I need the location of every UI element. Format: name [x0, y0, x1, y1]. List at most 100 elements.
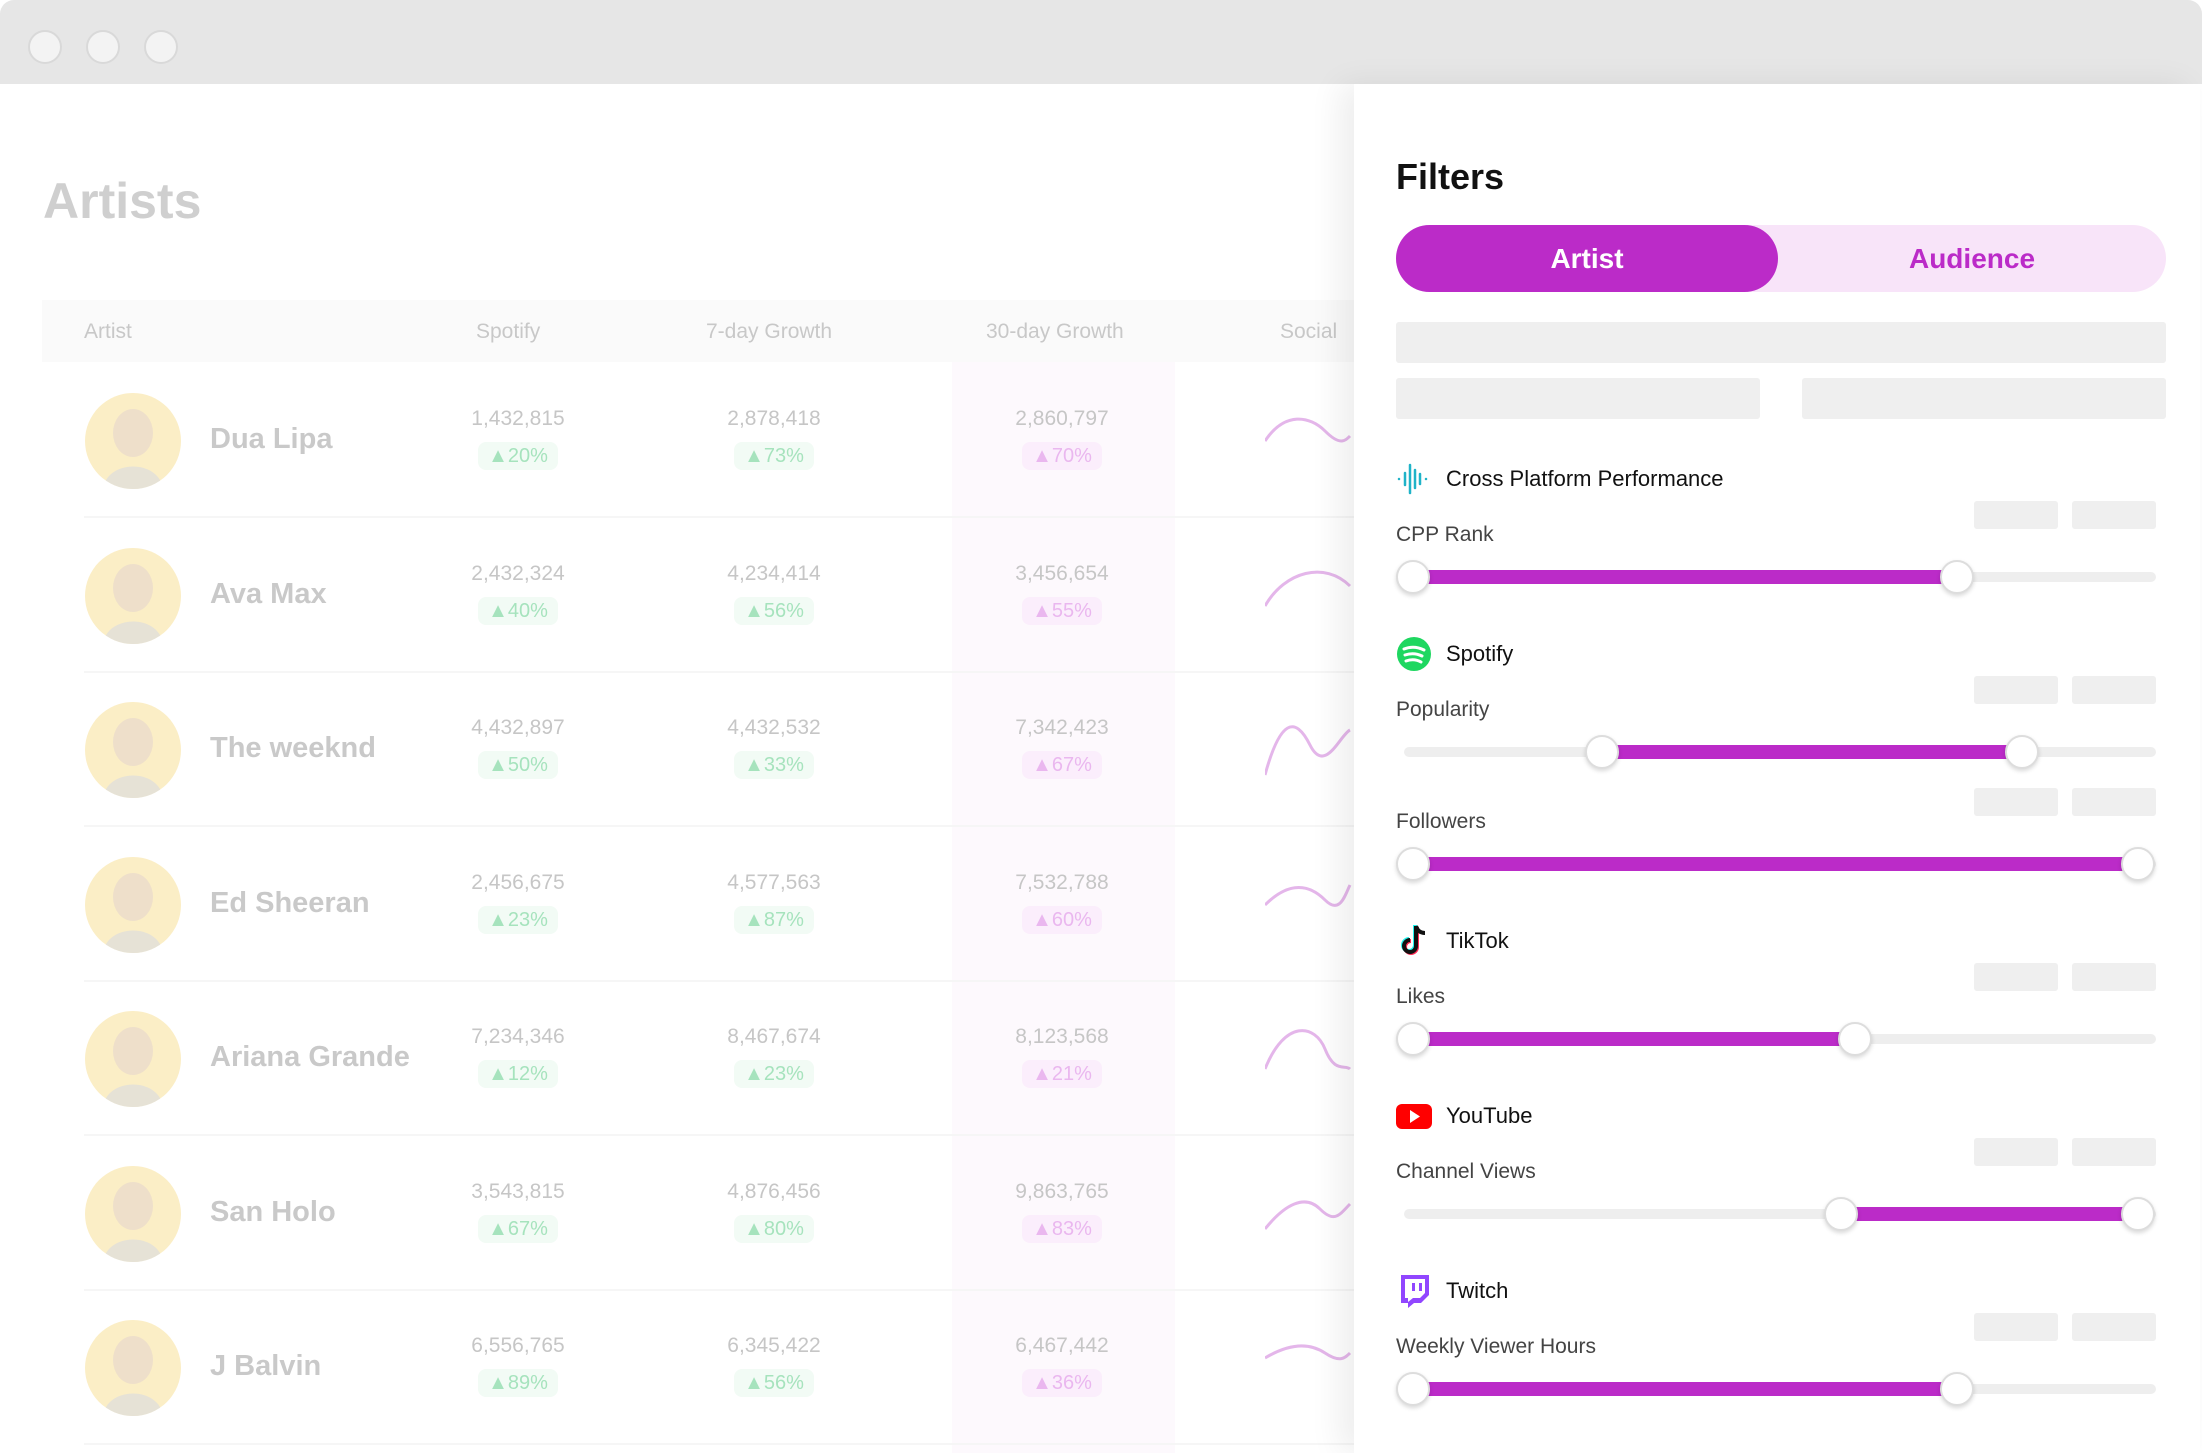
twitch-icon: [1396, 1273, 1432, 1309]
artist-name[interactable]: San Holo: [210, 1195, 336, 1228]
artist-name[interactable]: The weeknd: [210, 732, 376, 764]
slider-min-handle[interactable]: [1396, 1022, 1430, 1056]
social-sparkline: [1265, 1344, 1352, 1361]
window-minimize-button[interactable]: [86, 30, 120, 64]
slider-min-handle[interactable]: [1396, 1372, 1430, 1406]
col-30day-growth[interactable]: 30-day Growth: [986, 320, 1124, 343]
artist-name[interactable]: Ariana Grande: [210, 1041, 410, 1073]
table-row[interactable]: [84, 982, 1354, 1136]
artist-name[interactable]: Ava Max: [210, 577, 327, 610]
d30-growth-badge: ▲60%: [1022, 905, 1102, 934]
min-value-input[interactable]: [1974, 501, 2058, 529]
d7-growth-wrap: ▲80%: [674, 1214, 874, 1243]
d7-value: 6,345,422: [727, 1334, 821, 1357]
col-artist[interactable]: Artist: [84, 320, 132, 343]
range-slider-track[interactable]: [1404, 1207, 2156, 1221]
d7-value: 8,467,674: [727, 1025, 821, 1048]
search-input[interactable]: [1396, 322, 2166, 363]
avatar: [85, 702, 181, 798]
spotify-value: 2,456,675: [471, 870, 565, 894]
spotify-growth-wrap: ▲67%: [418, 1214, 618, 1243]
range-slider-fill: [1413, 1032, 1856, 1046]
slider-min-handle[interactable]: [1396, 560, 1430, 594]
min-value-input[interactable]: [1974, 788, 2058, 816]
artist-name[interactable]: Dua Lipa: [210, 423, 333, 455]
d30-growth-wrap: ▲55%: [962, 596, 1162, 625]
min-value-input[interactable]: [1974, 963, 2058, 991]
slider-max-handle[interactable]: [1838, 1022, 1873, 1056]
min-value-input[interactable]: [1974, 1138, 2058, 1166]
d30-growth-badge: ▲83%: [1022, 1214, 1102, 1243]
col-spotify[interactable]: Spotify: [476, 320, 541, 343]
section-title: YouTube: [1446, 1103, 1533, 1128]
slider-max-handle[interactable]: [1939, 560, 1974, 594]
max-value-input[interactable]: [2072, 963, 2156, 991]
spotify-growth-wrap: ▲20%: [418, 442, 618, 470]
slider-min-handle[interactable]: [1584, 735, 1619, 769]
filter-select-1[interactable]: [1396, 378, 1760, 419]
spotify-growth-badge: ▲40%: [478, 596, 558, 625]
d30-growth-badge: ▲55%: [1022, 596, 1102, 625]
window-close-button[interactable]: [28, 30, 62, 64]
tiktok-icon: [1396, 923, 1432, 959]
filter-type-toggle: Artist Audience: [1396, 225, 2166, 292]
social-sparkline: [1265, 883, 1352, 907]
d30-growth-badge: ▲70%: [1022, 442, 1102, 470]
youtube-icon: [1396, 1098, 1432, 1134]
table-row[interactable]: [84, 828, 1354, 982]
d7-value: 4,432,532: [727, 716, 821, 739]
slider-max-handle[interactable]: [2121, 847, 2155, 881]
slider-max-handle[interactable]: [1939, 1372, 1974, 1406]
range-slider-track[interactable]: [1404, 745, 2156, 759]
page-title: Artists: [43, 173, 202, 229]
filter-select-2[interactable]: [1802, 378, 2166, 419]
col-7day-growth[interactable]: 7-day Growth: [706, 320, 833, 343]
d30-growth-badge: ▲21%: [1022, 1060, 1102, 1088]
spotify-growth-badge: ▲50%: [478, 751, 558, 779]
slider-max-handle[interactable]: [2121, 1197, 2155, 1231]
spotify-value: 6,556,765: [471, 1334, 565, 1357]
filters-title: Filters: [1396, 156, 1505, 197]
table-row[interactable]: [84, 673, 1354, 827]
d30-value: 2,860,797: [1015, 407, 1109, 430]
avatar: [85, 1165, 181, 1262]
artist-name[interactable]: Ed Sheeran: [210, 886, 370, 919]
spotify-growth-badge: ▲23%: [478, 905, 558, 934]
col-social[interactable]: Social: [1280, 320, 1338, 343]
table-row[interactable]: [84, 519, 1354, 673]
social-sparkline: [1265, 1199, 1352, 1230]
filters-panel: [1354, 84, 2200, 1453]
max-value-input[interactable]: [2072, 676, 2156, 704]
max-value-input[interactable]: [2072, 1138, 2156, 1166]
max-value-input[interactable]: [2072, 501, 2156, 529]
range-slider-track[interactable]: [1404, 857, 2156, 871]
d30-value: 9,863,765: [1015, 1179, 1109, 1203]
d7-value: 4,234,414: [727, 561, 821, 585]
slider-max-handle[interactable]: [2005, 735, 2039, 769]
table-row[interactable]: [84, 1137, 1354, 1291]
window-maximize-button[interactable]: [144, 30, 178, 64]
max-value-input[interactable]: [2072, 1313, 2156, 1341]
min-value-input[interactable]: [1974, 1313, 2058, 1341]
d7-value: 2,878,418: [727, 407, 821, 430]
range-slider-track[interactable]: [1404, 1032, 2156, 1046]
range-slider-fill: [1601, 745, 2022, 759]
max-value-input[interactable]: [2072, 788, 2156, 816]
spotify-growth-badge: ▲67%: [478, 1214, 558, 1243]
table-row[interactable]: [84, 1291, 1354, 1445]
range-slider-track[interactable]: [1404, 570, 2156, 584]
d7-value: 4,876,456: [727, 1179, 821, 1203]
slider-label: Likes: [1396, 985, 1446, 1008]
tab-artist[interactable]: Artist: [1396, 225, 1778, 292]
d30-growth-badge: ▲36%: [1022, 1369, 1102, 1397]
d7-growth-wrap: ▲73%: [674, 442, 874, 470]
spotify-value: 1,432,815: [471, 407, 565, 430]
range-slider-track[interactable]: [1404, 1382, 2156, 1396]
slider-min-handle[interactable]: [1823, 1197, 1858, 1231]
min-value-input[interactable]: [1974, 676, 2058, 704]
slider-min-handle[interactable]: [1396, 847, 1430, 881]
tab-audience[interactable]: Audience: [1908, 242, 2036, 274]
artist-name[interactable]: J Balvin: [210, 1350, 322, 1382]
table-row[interactable]: [84, 364, 1354, 518]
slider-label: Channel Views: [1396, 1160, 1536, 1183]
